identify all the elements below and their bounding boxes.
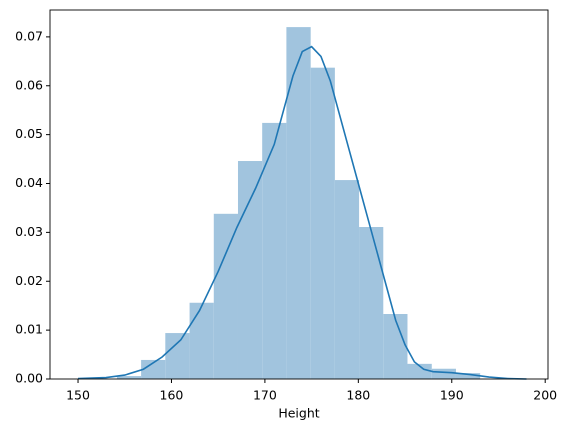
bar	[213, 213, 238, 379]
bar	[334, 180, 360, 379]
y-tick-label: 0.00	[15, 371, 43, 386]
bar	[116, 376, 142, 379]
x-tick-label: 170	[253, 388, 277, 403]
x-tick-label: 190	[440, 388, 464, 403]
bar	[262, 122, 287, 379]
y-tick-label: 0.07	[15, 28, 43, 43]
y-tick-label: 0.03	[15, 224, 43, 239]
bar	[431, 368, 456, 379]
x-tick-label: 180	[346, 388, 370, 403]
bar	[141, 359, 166, 379]
y-tick-label: 0.01	[15, 322, 43, 337]
bar	[359, 227, 384, 379]
x-tick-label: 200	[533, 388, 557, 403]
y-tick-label: 0.02	[15, 273, 43, 288]
bar	[237, 161, 263, 379]
x-tick-label: 160	[160, 388, 184, 403]
bar	[310, 67, 335, 380]
kde-line	[78, 45, 527, 380]
bar	[407, 363, 432, 379]
x-tick-label: 150	[66, 388, 90, 403]
y-tick-label: 0.05	[15, 126, 43, 141]
x-axis-label: Height	[278, 406, 319, 421]
bar	[383, 313, 408, 379]
bar	[286, 27, 311, 380]
y-tick-label: 0.06	[15, 77, 43, 92]
bar	[189, 302, 214, 379]
bar	[165, 333, 190, 379]
bar	[455, 373, 481, 379]
axes-frame	[49, 9, 549, 380]
y-tick-label: 0.04	[15, 175, 43, 190]
